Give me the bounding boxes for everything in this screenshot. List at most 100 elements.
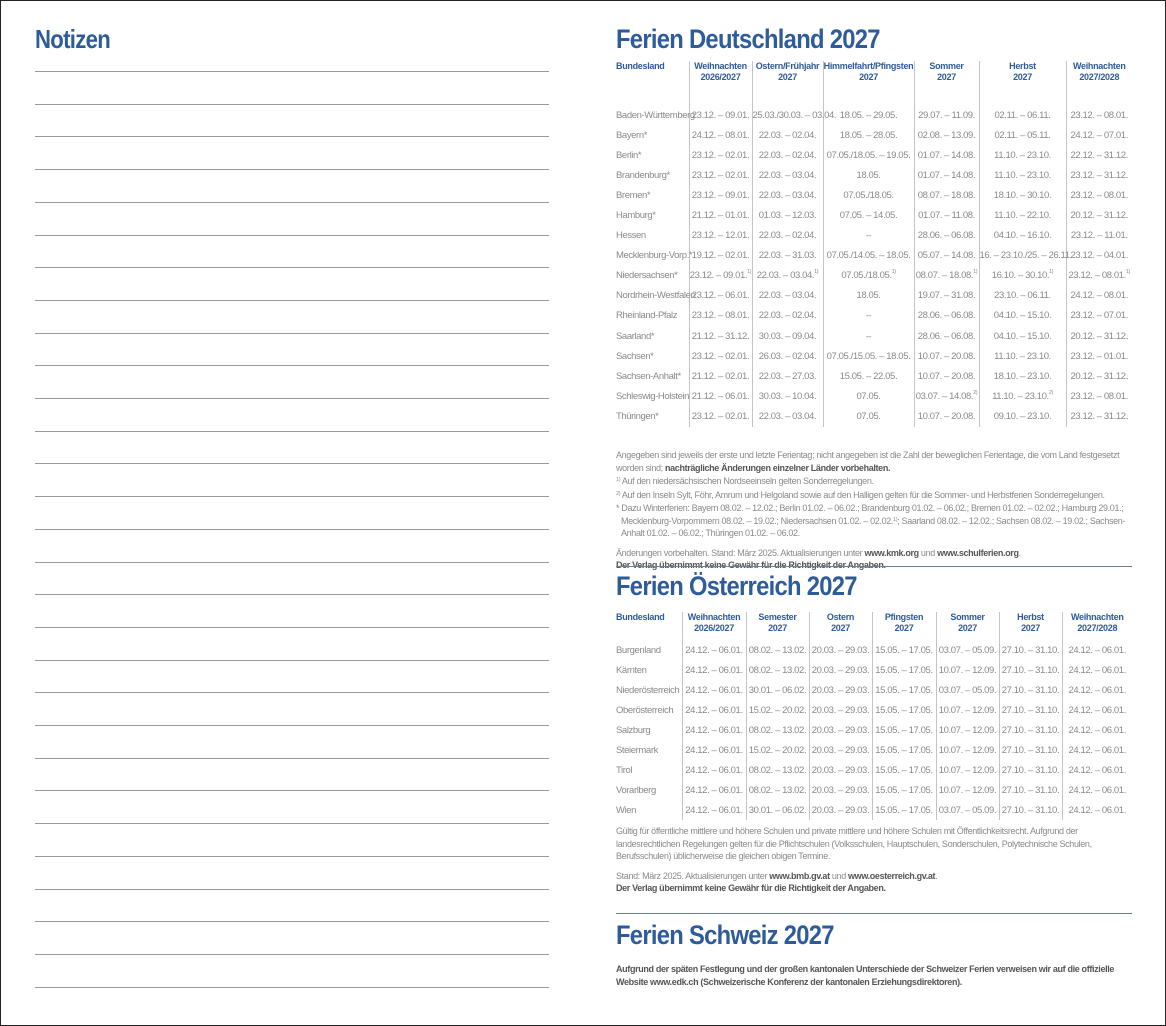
footnote-1: 1) Auf den niedersächsischen Nordseeinse… — [616, 475, 1134, 488]
footnote-marker: 1) — [1049, 269, 1054, 276]
holiday-range: 23.12. – 06.01. — [688, 285, 752, 306]
holiday-range: 24.12. – 06.01. — [681, 700, 746, 720]
winter-text-b: ; Saarland 08.02. – 12.02.; Sachsen 08.0… — [621, 515, 1126, 539]
oesterreich-link[interactable]: www.oesterreich.gv.at — [848, 870, 936, 881]
state-name: Berlin* — [616, 149, 642, 161]
holiday-range: 30.03. – 09.04. — [751, 326, 823, 347]
table-row: Oberösterreich 24.12. – 06.01. 15.02. – 20… — [616, 700, 1132, 720]
note-line — [35, 528, 549, 530]
column-header-line1: Bundesland — [616, 61, 665, 71]
column-header: Bundesland — [616, 61, 689, 105]
switzerland-bold-text: Aufgrund der späten Festlegung und der g… — [616, 964, 1115, 987]
column-header-line2: 2027 — [958, 623, 977, 633]
holiday-range: 11.10. – 23.10. — [978, 165, 1066, 186]
table-row: Brandenburg* 23.12. – 02.01. 22.03. – 03.0… — [616, 165, 1132, 186]
table-row: Tirol 24.12. – 06.01. 08.02. – 13.02. 20.03… — [616, 760, 1132, 780]
holiday-range: 23.12. – 04.01. — [1065, 245, 1132, 266]
section-divider — [616, 913, 1132, 914]
stand-text: Stand: März 2025. Aktualisierungen unter — [616, 870, 770, 881]
holiday-range: 04.10. – 16.10. — [978, 225, 1066, 246]
column-header: Herbst 2027 — [998, 612, 1062, 640]
intro-bold-text: nachträgliche Änderungen einzelner Lände… — [664, 462, 891, 473]
holiday-range: 03.07. – 05.09. — [935, 800, 999, 820]
holiday-range: 20.12. – 31.12. — [1065, 205, 1132, 226]
table-row: Mecklenburg-Vorp.* 19.12. – 02.01. 22.03. … — [616, 245, 1132, 266]
holiday-range: 23.10. – 06.11. — [978, 285, 1066, 306]
holiday-range: 18.10. – 23.10. — [978, 366, 1066, 387]
column-header: Sommer 2027 — [913, 61, 979, 105]
table-row: Saarland* 21.12. – 31.12. 30.03. – 09.04. –… — [616, 326, 1132, 347]
holiday-range: 27.10. – 31.10. — [998, 700, 1062, 720]
footnote-1-mark: 1) — [616, 477, 621, 483]
state-name: Sachsen-Anhalt* — [616, 370, 681, 382]
state-name: Sachsen* — [616, 350, 654, 362]
note-line — [35, 398, 549, 399]
holiday-range: 21.12. – 31.12. — [688, 326, 752, 347]
column-header-line1: Ostern/Frühjahr — [755, 61, 820, 71]
switzerland-notes: Aufgrund der späten Festlegung und der g… — [616, 963, 1134, 988]
table-row: Bayern* 24.12. – 08.01. 22.03. – 02.04. 18.… — [616, 125, 1132, 146]
column-header: Semester 2027 — [745, 612, 809, 640]
column-header-line2: 2027 — [778, 72, 797, 82]
note-line — [35, 594, 549, 596]
state-name: Steiermark — [616, 744, 658, 756]
holiday-range: 28.06. – 06.08. — [913, 225, 979, 246]
column-header-line2: 2027/2028 — [1077, 623, 1118, 633]
state-name: Niederösterreich — [616, 684, 680, 696]
state-name: Oberösterreich — [616, 704, 674, 716]
holiday-range: 07.05. — [822, 406, 914, 427]
holiday-range: 02.08. – 13.09. — [913, 125, 979, 146]
winter-holidays-note: * Dazu Winterferien: Bayern 08.02. – 12.… — [616, 502, 1134, 540]
state-name: Thüringen* — [616, 410, 659, 422]
note-line — [35, 201, 549, 203]
note-line — [35, 888, 549, 890]
holiday-range: 22.03. – 03.04. — [751, 165, 823, 186]
note-line — [35, 757, 549, 759]
holiday-range: 20.03. – 29.03. — [808, 700, 872, 720]
holiday-range: 23.12. – 31.12. — [1065, 406, 1132, 427]
holiday-range: 10.07. – 12.09. — [935, 720, 999, 740]
holiday-range: 24.12. – 06.01. — [681, 780, 746, 800]
holiday-range: 20.12. – 31.12. — [1065, 366, 1132, 387]
state-name: Tirol — [616, 764, 633, 776]
holiday-range: – — [822, 326, 914, 347]
table-row: Burgenland 24.12. – 06.01. 08.02. – 13.02.… — [616, 640, 1132, 660]
kmk-link[interactable]: www.kmk.org — [864, 547, 919, 558]
table-row: Steiermark 24.12. – 06.01. 15.02. – 20.02.… — [616, 740, 1132, 760]
holiday-range: 23.12. – 09.01. — [688, 185, 752, 206]
germany-disclaimer: Der Verlag übernimmt keine Gewähr für di… — [616, 559, 1134, 572]
holiday-range: 15.05. – 17.05. — [871, 740, 936, 760]
holiday-range: 02.11. – 06.11. — [978, 105, 1066, 126]
column-header-line1: Sommer — [950, 612, 985, 622]
holiday-range: 24.12. – 06.01. — [1061, 780, 1132, 800]
schulferien-link[interactable]: www.schulferien.org — [937, 547, 1019, 558]
holiday-range: 08.07. – 18.08.1) — [913, 265, 979, 286]
holiday-range: 01.03. – 12.03. — [751, 205, 823, 226]
holiday-range-text: 23.12. – 09.01. — [689, 270, 748, 282]
holiday-range: 24.12. – 06.01. — [681, 740, 746, 760]
holiday-range: 16.10. – 30.10.1) — [978, 265, 1066, 286]
note-line — [35, 365, 549, 367]
footnote-2-mark: 2) — [616, 490, 621, 497]
footnote-marker: 2) — [973, 389, 978, 396]
holiday-range: 15.05. – 17.05. — [871, 680, 936, 700]
holiday-range: 18.05. – 28.05. — [822, 125, 914, 146]
intro-text: Angegeben sind jeweils der erste und let… — [616, 450, 1120, 473]
germany-holiday-table: Bundesland Weihnachten 2026/2027 Ostern/Frü… — [616, 61, 1132, 427]
germany-stand: Änderungen vorbehalten. Stand: März 2025… — [616, 547, 1134, 560]
column-header-line2: 2026/2027 — [700, 72, 741, 82]
holiday-range: 22.03. – 02.04. — [751, 125, 823, 146]
holiday-range: 24.12. – 06.01. — [681, 720, 746, 740]
state-name: Niedersachsen* — [616, 270, 678, 282]
holiday-range: 24.12. – 06.01. — [1061, 680, 1132, 700]
column-header: Sommer 2027 — [935, 612, 999, 640]
bmb-link[interactable]: www.bmb.gv.at — [769, 870, 830, 881]
holiday-range-text: 11.10. – 23.10. — [992, 390, 1049, 402]
holiday-range: 24.12. – 08.01. — [1065, 285, 1132, 306]
period: . — [935, 870, 938, 881]
holiday-range: 01.07. – 14.08. — [913, 145, 979, 166]
column-header-line2: 2027 — [768, 623, 787, 633]
austria-title: Ferien Österreich 2027 — [616, 571, 857, 601]
holiday-range: 08.02. – 13.02. — [745, 760, 809, 780]
holiday-range: 24.12. – 06.01. — [1061, 800, 1132, 820]
